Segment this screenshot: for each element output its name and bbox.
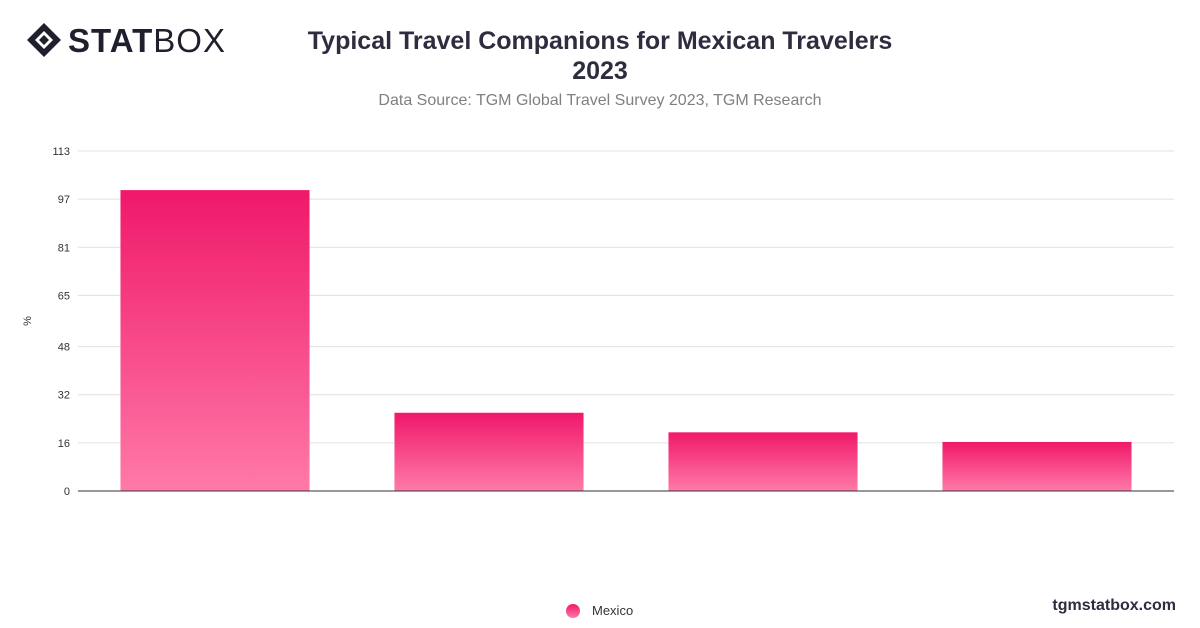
legend-swatch-mexico: [566, 603, 580, 618]
y-tick-label: 81: [58, 242, 70, 254]
logo-wordmark: STATBOX: [68, 24, 226, 57]
y-tick-label: 113: [52, 146, 70, 158]
legend-label-mexico: Mexico: [592, 603, 634, 618]
y-tick-label: 0: [64, 486, 70, 498]
chart-title-line1: Typical Travel Companions for Mexican Tr…: [307, 27, 893, 55]
y-tick-label: 97: [58, 194, 70, 206]
statbox-logo: STATBOX: [26, 22, 226, 58]
chart-legend: Mexico: [566, 603, 633, 618]
chart-subtitle: Data Source: TGM Global Travel Survey 20…: [378, 92, 822, 109]
logo-wordmark-bold: STAT: [68, 21, 154, 59]
logo-wordmark-light: BOX: [153, 21, 226, 59]
bar-3[interactable]: [668, 432, 858, 491]
y-axis-label: %: [22, 316, 34, 326]
diamond-logo-icon: [27, 23, 61, 57]
y-tick-label: 65: [58, 290, 70, 302]
bar-4[interactable]: [942, 441, 1132, 491]
y-tick-label: 32: [58, 390, 70, 402]
bar-2[interactable]: [394, 412, 584, 491]
bar-1[interactable]: [120, 190, 310, 491]
y-tick-label: 16: [58, 438, 70, 450]
site-watermark: tgmstatbox.com: [1052, 597, 1176, 614]
chart-title-line2: 2023: [572, 57, 628, 85]
y-tick-label: 48: [58, 342, 70, 354]
chart-title: Typical Travel Companions for Mexican Tr…: [300, 26, 900, 86]
